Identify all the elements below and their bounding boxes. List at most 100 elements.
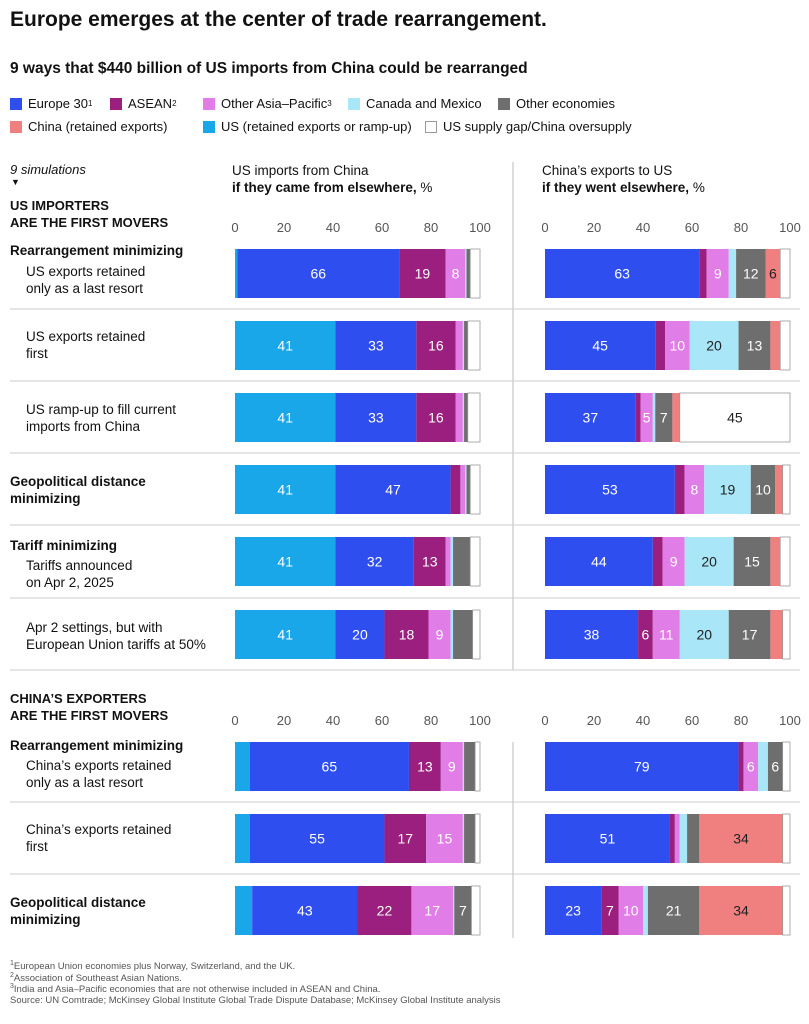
bar-value-label: 6 [769,266,777,282]
bar-segment [545,249,700,298]
bar-segment [235,465,336,514]
legend-label: Canada and Mexico [366,96,482,111]
bar-segment [782,813,791,864]
bar-segment [464,814,476,863]
row-label-us-exports-first: US exports retained first [26,329,146,361]
bar-value-label: 17 [424,903,440,919]
legend-item-2: Other Asia–Pacific 3 [203,96,332,111]
bar-value-label: 11 [659,627,674,643]
legend-swatch [10,120,22,133]
group-geopolitical-distance-china: Geopolitical distance minimizing [10,895,146,927]
bar-segment [411,886,454,935]
bar-segment [684,537,734,586]
bar-value-label: 5 [643,410,651,426]
bar-segment [674,814,680,863]
bar-segment [384,610,429,659]
bar-segment [728,249,737,298]
bar-segment [672,393,680,442]
bar-segment [779,248,791,299]
bar-segment [545,321,656,370]
bar-segment [471,885,481,936]
bar-value-label: 23 [565,903,581,919]
bar-segment [601,886,619,935]
bar-segment [235,321,336,370]
axis-tick-label: 40 [636,220,650,235]
footnote-1: 2Association of Southeast Asian Nations. [10,971,182,984]
bar-segment [464,393,468,442]
bar-segment [237,249,400,298]
bar-value-label: 32 [367,554,383,570]
row-label-china-exports-first: China’s exports retained first [26,822,172,854]
bar-segment [640,393,653,442]
bar-segment [464,742,476,791]
axis-tick-label: 60 [685,220,699,235]
bar-value-label: 6 [771,759,779,775]
bar-segment [474,741,481,792]
axis-tick-label: 100 [779,220,801,235]
bar-segment [736,249,766,298]
bar-segment [665,321,690,370]
bar-value-label: 66 [311,266,327,282]
bar-value-label: 10 [670,338,686,354]
bar-segment [728,610,771,659]
bar-segment [782,609,791,660]
group-rearrangement-minimizing-us: Rearrangement minimizing [10,243,184,258]
bar-value-label: 22 [377,903,393,919]
axis-tick-label: 100 [469,220,491,235]
bar-segment [460,465,466,514]
right-column-header: China’s exports to US if they went elsew… [542,163,705,195]
bar-value-label: 12 [743,266,759,282]
legend-item-3: Canada and Mexico [348,96,482,111]
bar-segment [252,886,358,935]
bar-segment [765,249,781,298]
bar-segment [738,742,744,791]
bar-segment [462,321,465,370]
bar-segment [440,742,463,791]
legend-item-4: Other economies [498,96,615,111]
bar-segment [684,465,705,514]
down-triangle-icon: ▼ [11,177,20,187]
bar-segment [782,464,791,515]
bar-segment [249,742,409,791]
bar-segment [679,392,791,443]
bar-segment [782,885,791,936]
group-tariff-minimizing: Tariff minimizing [10,538,117,553]
legend-item-0: Europe 30 1 [10,96,92,111]
bar-segment [455,393,463,442]
row-label-us-ramp-up: US ramp-up to fill current imports from … [26,402,177,434]
bar-segment [655,321,666,370]
bar-segment [545,610,639,659]
bar-value-label: 20 [696,627,712,643]
bar-segment [699,249,707,298]
legend-label: US supply gap/China oversupply [443,119,632,134]
bar-segment [426,814,463,863]
axis-tick-label: 0 [231,713,238,728]
simulations-note: 9 simulations [10,162,86,177]
section-china-exporters: CHINA’S EXPORTERS ARE THE FIRST MOVERS [10,691,169,723]
bar-segment [235,814,250,863]
bar-value-label: 41 [277,338,293,354]
bar-segment [618,886,643,935]
bar-segment [465,465,467,514]
bar-segment [335,321,417,370]
bar-segment [469,536,481,587]
bar-segment [408,742,441,791]
bar-value-label: 65 [322,759,338,775]
bar-segment [545,886,602,935]
bar-value-label: 41 [277,482,293,498]
bar-value-label: 20 [706,338,722,354]
bar-segment [467,392,481,443]
bar-segment [235,393,336,442]
bar-segment [770,537,781,586]
bar-segment [462,742,465,791]
axis-tick-label: 20 [587,220,601,235]
bar-segment [453,610,473,659]
bar-value-label: 21 [666,903,682,919]
axis-tick-label: 80 [734,713,748,728]
bar-value-label: 8 [452,266,460,282]
bar-segment [357,886,412,935]
legend-label: Europe 30 [28,96,88,111]
footnote-3: Source: UN Comtrade; McKinsey Global Ins… [10,994,501,1006]
legend-item-1: ASEAN 2 [110,96,177,111]
